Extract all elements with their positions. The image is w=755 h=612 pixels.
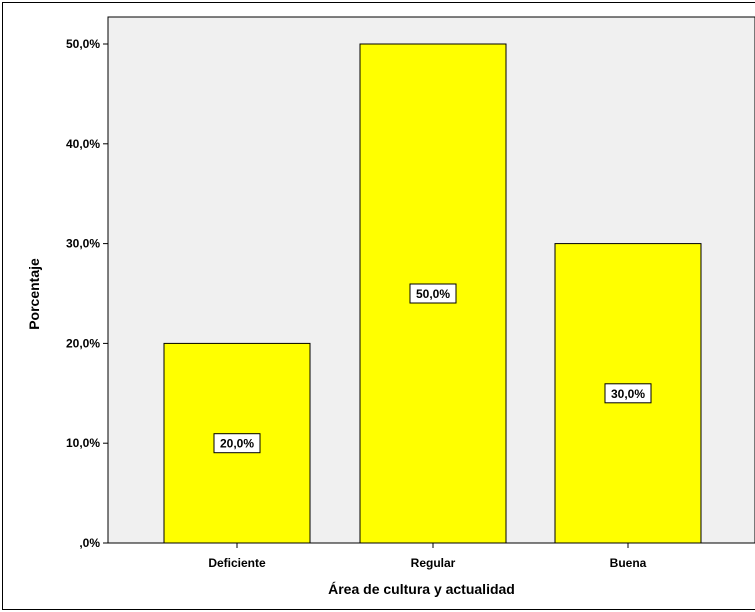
y-tick-label: ,0% [79,536,100,550]
data-label: 50,0% [416,287,450,301]
data-label-box [213,433,261,454]
y-tick-label: 10,0% [66,436,100,450]
data-label-box [409,283,457,304]
data-labels-group: 20,0% 50,0% 30,0% [213,283,652,454]
x-axis-title: Área de cultura y actualidad [328,581,515,597]
x-axis-ticks: Deficiente Regular Buena [208,543,647,570]
data-label: 20,0% [220,437,254,451]
x-tick-label: Deficiente [208,556,266,570]
y-tick-label: 40,0% [66,137,100,151]
data-label-box [604,383,652,404]
x-tick-label: Regular [411,556,456,570]
y-axis-ticks: ,0% 10,0% 20,0% 30,0% 40,0% 50,0% [66,37,108,550]
y-tick-label: 20,0% [66,336,100,350]
y-axis-title: Porcentaje [26,258,42,330]
y-tick-label: 30,0% [66,237,100,251]
x-tick-label: Buena [610,556,647,570]
y-tick-label: 50,0% [66,37,100,51]
data-label: 30,0% [611,387,645,401]
